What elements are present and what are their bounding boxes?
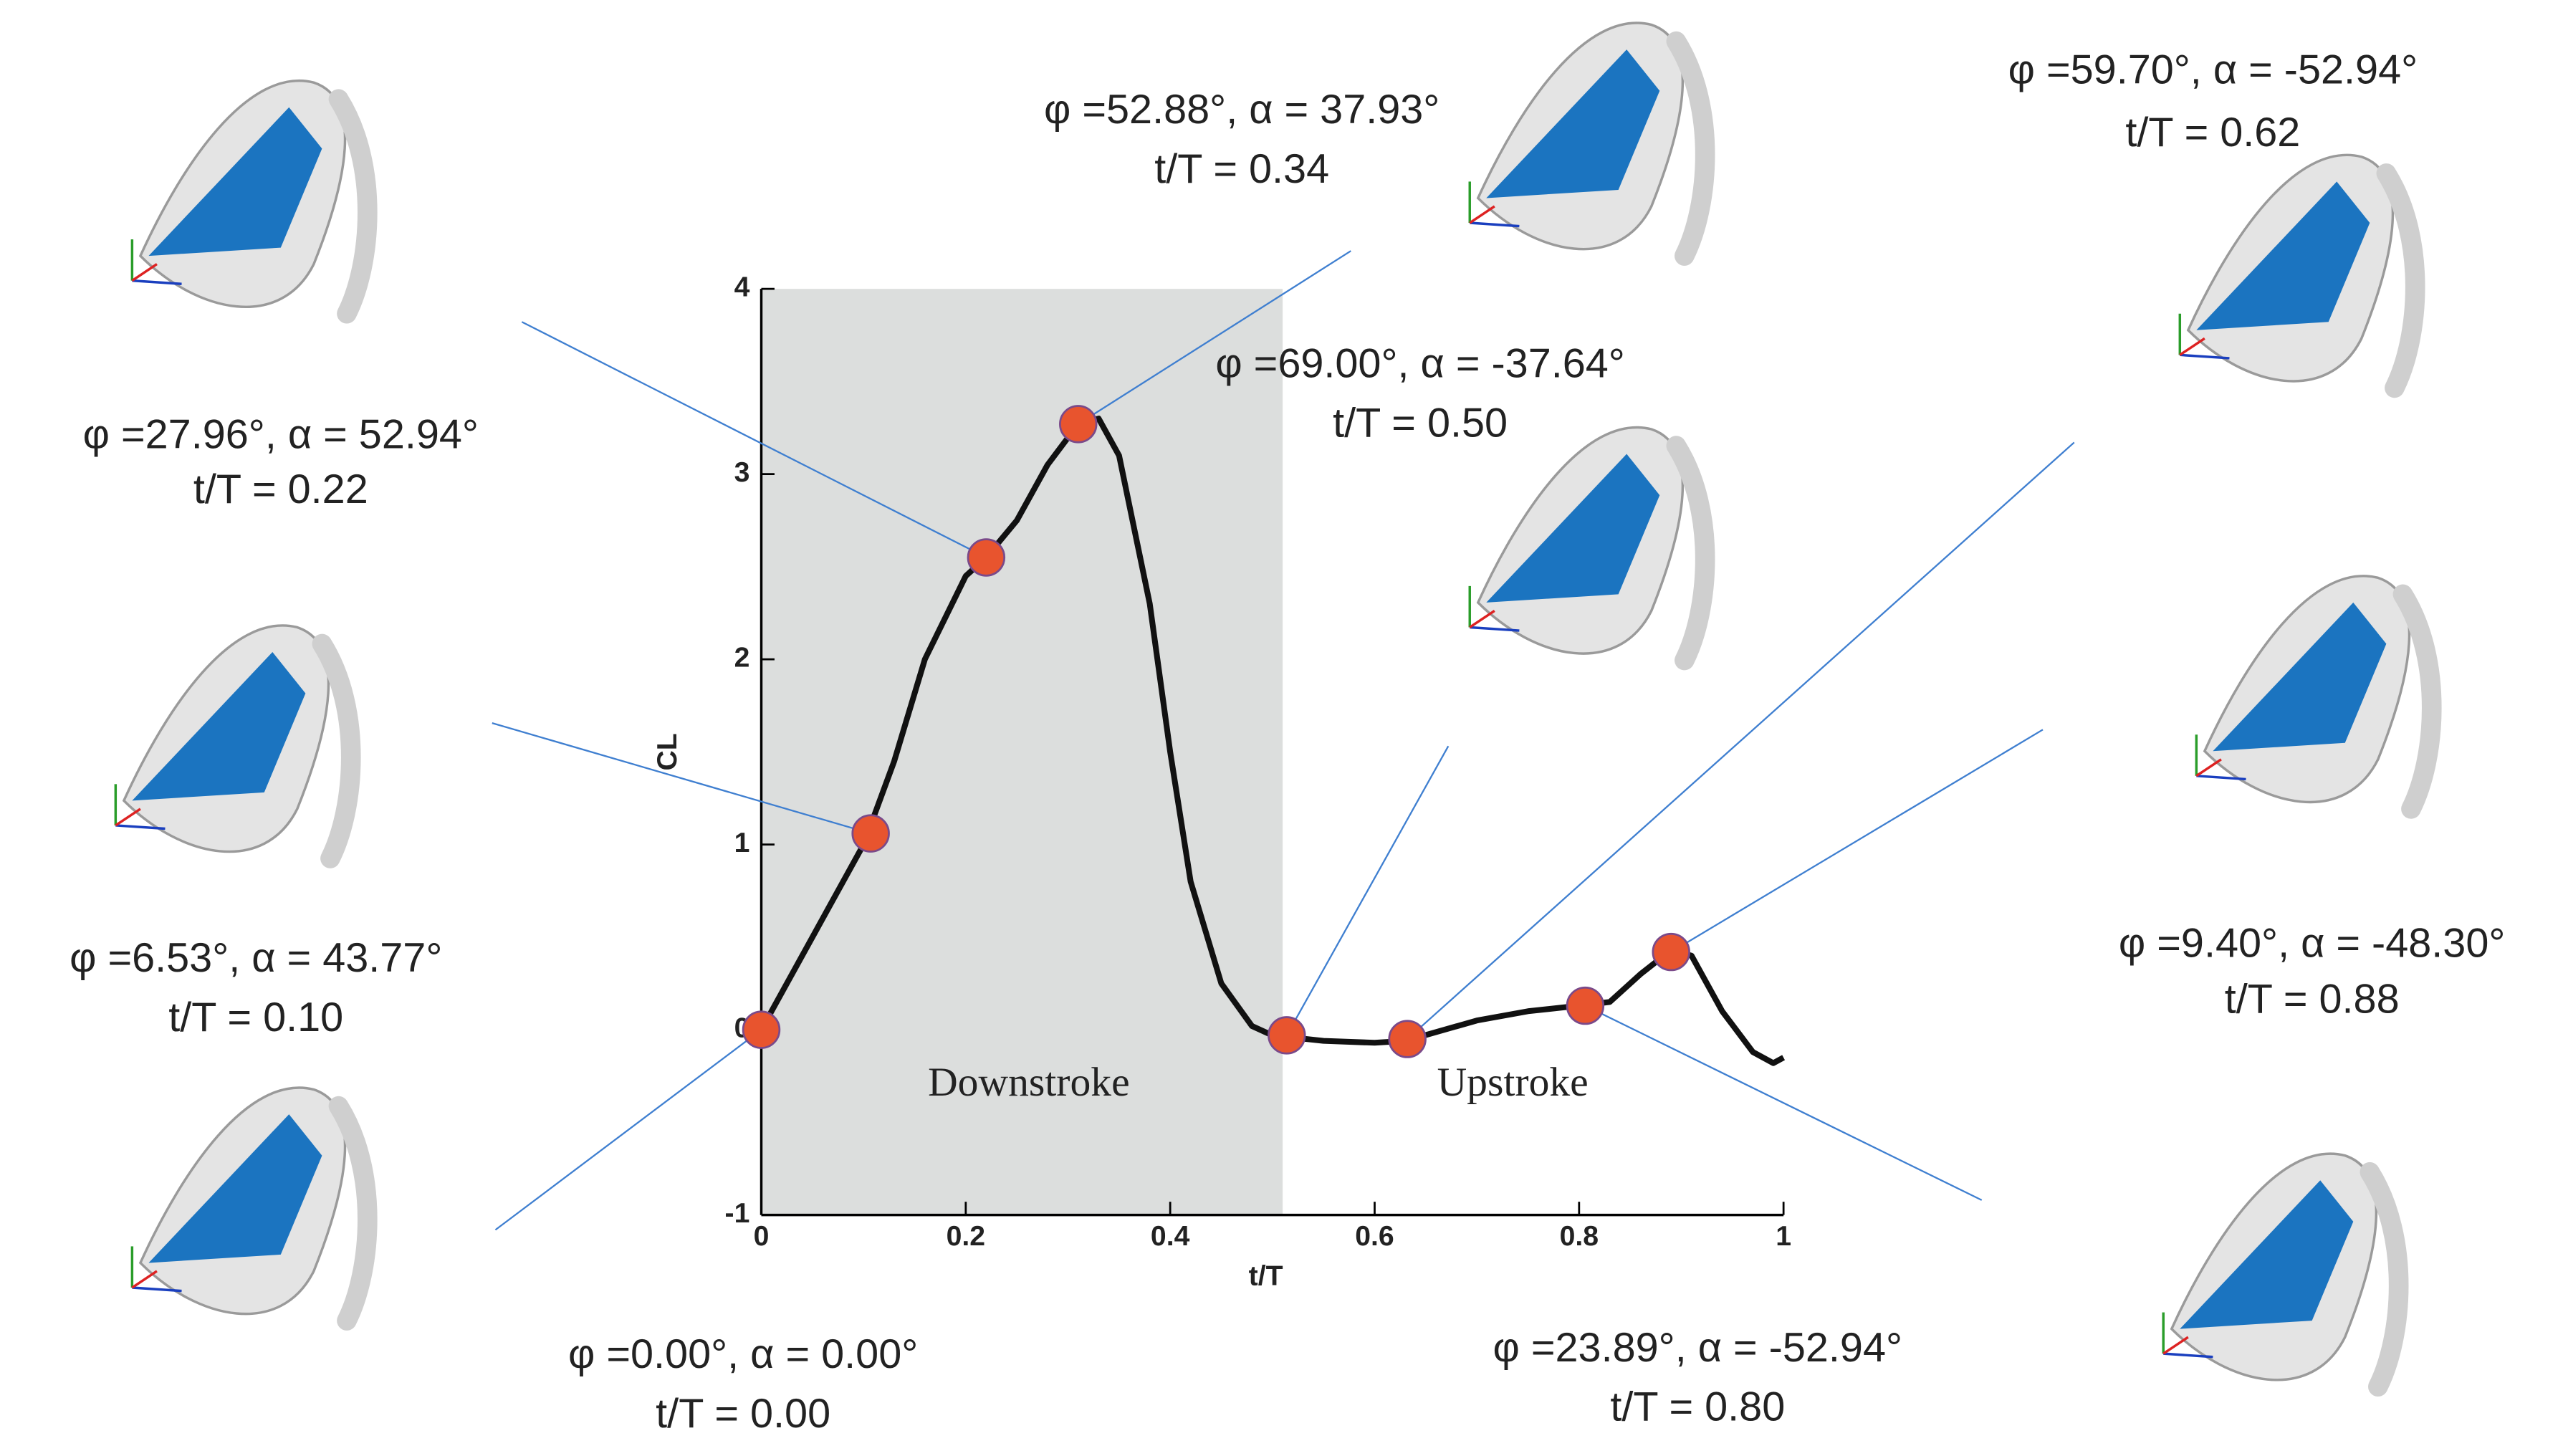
axis-glyph	[131, 1270, 158, 1289]
wing-surface	[2196, 181, 2370, 330]
point-marker	[1652, 932, 1690, 972]
axis-glyph	[115, 808, 141, 827]
x-tick-label: 0.6	[1355, 1221, 1394, 1252]
wing-surface	[1486, 454, 1660, 603]
vortex-tube	[2376, 163, 2425, 398]
wing-illustration	[114, 624, 361, 868]
x-tick-label: 0.2	[947, 1221, 985, 1252]
annotation-angles: φ =23.89°, α = -52.94°	[1493, 1325, 1903, 1371]
axis-glyph	[115, 824, 166, 830]
y-tick-label: 2	[734, 643, 750, 674]
point-marker	[1566, 986, 1605, 1025]
y-tick-label: 1	[734, 828, 750, 858]
wing-illustration	[1468, 21, 1715, 266]
x-tick-label: 0.4	[1151, 1221, 1190, 1252]
wing-illustration	[2195, 575, 2442, 819]
annotation-time: t/T = 0.22	[193, 466, 368, 512]
y-tick-label: 4	[734, 272, 750, 303]
axis-glyph	[2162, 1336, 2189, 1355]
annotation-angles: φ =59.70°, α = -52.94°	[2008, 47, 2418, 93]
x-tick-label: 0.8	[1560, 1221, 1599, 1252]
leader-line	[1670, 729, 2044, 953]
y-axis-label: CL	[652, 733, 683, 770]
leader-line	[1078, 250, 1351, 425]
wing-surface	[148, 107, 322, 257]
annotation-time: t/T = 0.10	[168, 995, 343, 1040]
axis-glyph	[2179, 337, 2205, 356]
wing-illustration	[130, 1086, 378, 1331]
annotation-time: t/T = 0.88	[2225, 977, 2400, 1022]
point-marker	[1059, 405, 1098, 444]
axis-glyph	[132, 1286, 182, 1293]
x-axis-label: t/T	[1249, 1261, 1283, 1292]
axis-glyph	[2163, 1352, 2213, 1359]
vortex-tube	[328, 1096, 378, 1331]
x-tick-label: 1	[1776, 1221, 1791, 1252]
vortex-tube	[312, 633, 361, 868]
downstroke-region	[761, 289, 1283, 1215]
axis-glyph	[1469, 205, 1495, 224]
x-tick-label: 0	[754, 1221, 770, 1252]
annotation-time: t/T = 0.00	[656, 1391, 830, 1437]
annotation-time: t/T = 0.62	[2125, 110, 2300, 155]
axis-glyph	[2195, 758, 2222, 777]
wing-surface	[2180, 1180, 2354, 1329]
leader-line	[521, 321, 987, 559]
leader-line	[1285, 745, 1450, 1036]
wing-illustration	[2162, 1152, 2409, 1397]
wing-surface	[148, 1114, 322, 1263]
region-label: Downstroke	[928, 1060, 1130, 1105]
leader-line	[1584, 1005, 1983, 1201]
axis-glyph	[2180, 353, 2230, 360]
y-tick-label: 3	[734, 457, 750, 488]
point-marker	[742, 1010, 781, 1049]
point-marker	[1268, 1016, 1306, 1055]
vortex-tube	[2392, 584, 2442, 819]
annotation-time: t/T = 0.34	[1154, 146, 1329, 192]
axis-glyph	[132, 279, 182, 285]
leader-line	[1407, 441, 2075, 1040]
vortex-tube	[1666, 436, 1715, 671]
axis-glyph	[131, 263, 158, 282]
annotation-angles: φ =9.40°, α = -48.30°	[2119, 920, 2505, 966]
region-label: Upstroke	[1437, 1060, 1589, 1105]
axis-glyph	[1470, 626, 1520, 632]
vortex-tube	[1666, 31, 1715, 266]
annotation-angles: φ =69.00°, α = -37.64°	[1215, 341, 1625, 387]
vortex-tube	[328, 89, 378, 324]
axis-glyph	[1470, 221, 1520, 228]
wing-surface	[132, 652, 306, 801]
annotation-angles: φ =27.96°, α = 52.94°	[83, 412, 479, 458]
wing-illustration	[1468, 426, 1715, 671]
wing-illustration	[130, 80, 378, 324]
leader-line	[492, 722, 871, 835]
point-marker	[1388, 1020, 1427, 1058]
axis-glyph	[1469, 609, 1495, 628]
wing-surface	[1486, 49, 1660, 198]
y-tick-label: -1	[725, 1198, 750, 1229]
annotation-angles: φ =0.00°, α = 0.00°	[568, 1331, 918, 1377]
annotation-time: t/T = 0.50	[1333, 401, 1508, 446]
wing-illustration	[2178, 153, 2425, 398]
wing-surface	[2213, 602, 2387, 752]
leader-line	[494, 1029, 762, 1231]
annotation-angles: φ =52.88°, α = 37.93°	[1044, 87, 1439, 133]
annotation-angles: φ =6.53°, α = 43.77°	[70, 935, 442, 981]
annotation-time: t/T = 0.80	[1610, 1384, 1785, 1430]
point-marker	[851, 814, 890, 853]
point-marker	[967, 538, 1006, 577]
axis-glyph	[2196, 775, 2246, 781]
vortex-tube	[2360, 1162, 2409, 1397]
